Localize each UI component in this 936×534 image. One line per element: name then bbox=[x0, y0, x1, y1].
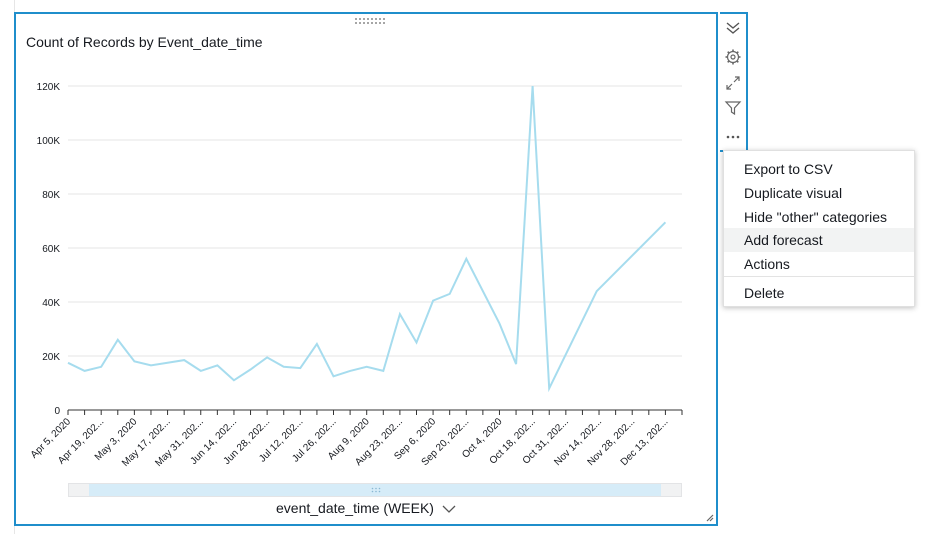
chevron-down-icon[interactable] bbox=[442, 505, 456, 514]
resize-handle-icon[interactable] bbox=[704, 512, 714, 522]
x-axis-scrollbar[interactable] bbox=[68, 483, 682, 497]
menu-item-export-csv[interactable]: Export to CSV bbox=[744, 161, 833, 177]
drag-grip-icon[interactable] bbox=[354, 17, 386, 25]
menu-item-actions[interactable]: Actions bbox=[744, 256, 790, 272]
menu-item-hide-other[interactable]: Hide "other" categories bbox=[744, 209, 888, 225]
visual-toolbar bbox=[720, 12, 748, 152]
chart-title: Count of Records by Event_date_time bbox=[26, 34, 263, 50]
x-axis-title: event_date_time (WEEK) bbox=[276, 500, 434, 516]
y-tick-label: 80K bbox=[42, 190, 60, 201]
y-tick-label: 60K bbox=[42, 244, 60, 255]
x-axis-field-well[interactable]: event_date_time (WEEK) bbox=[16, 500, 716, 516]
y-tick-label: 40K bbox=[42, 298, 60, 309]
y-tick-label: 120K bbox=[37, 82, 61, 93]
filter-icon[interactable] bbox=[723, 98, 743, 118]
scroll-grip-icon bbox=[371, 487, 381, 493]
collapse-icon[interactable] bbox=[723, 18, 743, 38]
scrollbar-thumb[interactable] bbox=[89, 484, 661, 496]
menu-item-add-forecast[interactable]: Add forecast bbox=[724, 228, 914, 252]
y-tick-label: 0 bbox=[54, 406, 60, 417]
line-chart-visual[interactable]: Count of Records by Event_date_time 0 20K… bbox=[14, 12, 718, 526]
y-tick-label: 100K bbox=[37, 136, 61, 147]
left-edge-panel bbox=[0, 0, 15, 534]
visual-options-menu: Export to CSV Duplicate visual Hide "oth… bbox=[723, 150, 915, 307]
menu-item-delete[interactable]: Delete bbox=[744, 285, 785, 301]
expand-icon[interactable] bbox=[723, 73, 743, 93]
y-tick-label: 20K bbox=[42, 352, 60, 363]
more-options-icon[interactable] bbox=[723, 127, 743, 147]
series-line bbox=[67, 85, 667, 393]
gear-icon[interactable] bbox=[723, 47, 743, 67]
menu-item-duplicate-visual[interactable]: Duplicate visual bbox=[744, 185, 843, 201]
menu-divider bbox=[724, 276, 914, 277]
